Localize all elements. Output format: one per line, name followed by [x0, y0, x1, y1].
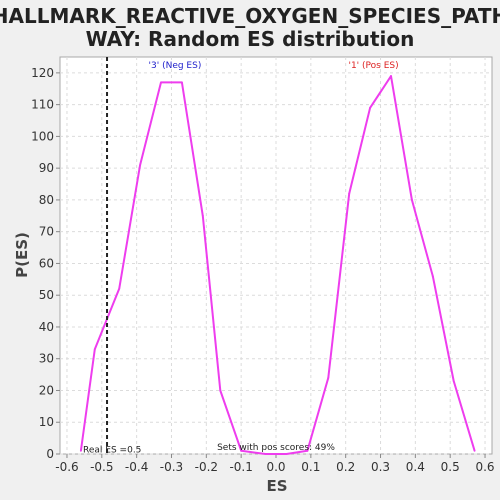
- chart-title-line-1: HALLMARK_REACTIVE_OXYGEN_SPECIES_PATH: [0, 4, 500, 28]
- pos-es-annotation: '1' (Pos ES): [348, 61, 398, 71]
- data-point: [410, 199, 413, 201]
- y-tick-label: 10: [39, 415, 54, 429]
- y-tick-label: 110: [31, 98, 54, 112]
- y-axis-label: P(ES): [13, 232, 31, 278]
- x-tick-label: 0.0: [266, 460, 285, 474]
- x-tick-label: -0.3: [160, 460, 183, 474]
- data-point: [285, 453, 288, 455]
- y-tick-label: 90: [39, 161, 54, 175]
- data-point: [452, 380, 455, 382]
- grid: [60, 57, 492, 455]
- x-tick-label: 0.1: [301, 460, 320, 474]
- y-tick-label: 120: [31, 66, 54, 80]
- data-point: [139, 164, 142, 166]
- y-tick-label: 80: [39, 193, 54, 207]
- data-point: [327, 376, 330, 379]
- x-tick-label: 0.6: [475, 460, 494, 474]
- y-tick-label: 0: [46, 447, 54, 461]
- x-tick-label: -0.2: [195, 460, 218, 474]
- x-tick-label: -0.4: [125, 460, 148, 474]
- x-tick-label: -0.5: [90, 460, 113, 474]
- x-tick-label: 0.3: [371, 460, 390, 474]
- y-tick-label: 40: [39, 320, 54, 334]
- data-point: [93, 348, 96, 351]
- data-point: [219, 389, 222, 392]
- series-line: [79, 75, 476, 455]
- x-axis: -0.6 -0.5 -0.4 -0.3 -0.2 -0.1 0.0 0.1 0.2 0.3 0.4 0…: [55, 454, 495, 474]
- annotations: Real ES =0.5 '3' (Neg ES) '1' (Pos ES) Sets…: [83, 57, 399, 456]
- data-point: [80, 449, 82, 452]
- data-point: [201, 214, 204, 217]
- y-tick-label: 20: [39, 383, 54, 397]
- x-tick-label: -0.6: [55, 460, 78, 474]
- y-axis: 0 10 20 30 40 50 60 70 80 90 100 110 120: [31, 66, 60, 461]
- x-tick-label: 0.5: [441, 460, 460, 474]
- y-tick-label: 60: [39, 256, 54, 270]
- data-point: [431, 275, 434, 278]
- data-point: [390, 75, 392, 77]
- neg-es-annotation: '3' (Neg ES): [149, 61, 202, 71]
- data-point: [348, 192, 351, 195]
- pos-scores-annotation: Sets with pos scores: 49%: [217, 443, 335, 453]
- y-tick-label: 50: [39, 288, 54, 302]
- x-tick-label: -0.1: [229, 460, 252, 474]
- data-point: [264, 453, 267, 455]
- data-point: [306, 449, 309, 452]
- real-es-label: Real ES =0.5: [83, 446, 141, 456]
- data-point: [118, 287, 121, 290]
- x-tick-label: 0.2: [336, 460, 355, 474]
- data-point: [181, 81, 183, 84]
- y-tick-label: 70: [39, 225, 54, 239]
- data-point: [160, 81, 162, 84]
- chart-title-line-2: WAY: Random ES distribution: [86, 27, 415, 51]
- x-axis-label: ES: [266, 477, 287, 495]
- y-tick-label: 30: [39, 352, 54, 366]
- data-point: [473, 449, 476, 452]
- series: [79, 75, 476, 455]
- y-tick-label: 100: [31, 129, 54, 143]
- x-tick-label: 0.4: [406, 460, 425, 474]
- data-point: [240, 449, 243, 452]
- data-point: [369, 106, 371, 109]
